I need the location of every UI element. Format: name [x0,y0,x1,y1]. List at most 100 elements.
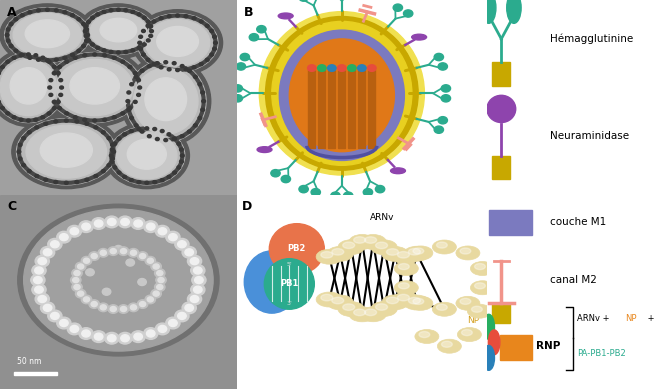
Circle shape [87,20,91,23]
Ellipse shape [327,246,354,261]
Text: 50 nm: 50 nm [17,357,41,366]
Text: 3': 3' [286,301,292,306]
Circle shape [6,28,10,31]
Circle shape [27,170,31,173]
Circle shape [185,249,193,256]
Circle shape [118,305,129,313]
Ellipse shape [47,53,142,123]
Circle shape [145,181,149,184]
Circle shape [65,112,69,115]
Circle shape [179,160,183,163]
Circle shape [155,62,159,65]
Circle shape [507,0,521,23]
Circle shape [191,265,205,276]
Ellipse shape [360,307,386,322]
Circle shape [28,11,32,14]
Circle shape [110,148,114,151]
Circle shape [112,116,116,119]
Circle shape [118,216,132,228]
Circle shape [41,56,45,59]
Circle shape [201,100,205,103]
Circle shape [143,16,146,19]
Circle shape [91,16,94,19]
Ellipse shape [456,296,480,310]
Circle shape [57,65,61,68]
Circle shape [128,65,132,68]
Circle shape [123,175,127,179]
Ellipse shape [398,283,410,289]
Circle shape [102,49,106,52]
Text: ARNv +: ARNv + [577,314,612,324]
Circle shape [74,271,80,276]
Ellipse shape [436,304,448,310]
Circle shape [27,131,31,134]
Circle shape [139,47,143,51]
Circle shape [98,303,109,312]
Circle shape [129,116,133,119]
Circle shape [71,53,74,56]
Circle shape [101,131,105,134]
Circle shape [138,86,141,89]
Text: canal M2: canal M2 [550,275,597,285]
Ellipse shape [442,341,452,347]
Circle shape [63,56,67,60]
Circle shape [48,238,62,250]
Circle shape [81,295,91,304]
Ellipse shape [338,240,364,255]
Bar [489,210,532,235]
Circle shape [113,166,117,169]
Circle shape [85,39,89,42]
Circle shape [139,35,143,38]
Circle shape [37,58,40,61]
Circle shape [147,223,155,230]
Circle shape [12,116,16,119]
Circle shape [65,119,68,122]
Ellipse shape [78,4,159,58]
Ellipse shape [474,283,486,289]
Circle shape [137,300,148,308]
Circle shape [31,274,45,286]
Circle shape [155,323,169,335]
Circle shape [73,116,77,119]
Circle shape [299,0,308,1]
Circle shape [133,72,137,75]
Ellipse shape [415,329,439,343]
Ellipse shape [438,339,462,353]
Circle shape [121,112,125,115]
Ellipse shape [365,309,377,315]
Circle shape [187,293,201,305]
Circle shape [96,13,99,16]
Bar [492,156,510,179]
Circle shape [1,65,5,68]
Circle shape [358,65,366,72]
Circle shape [93,119,97,122]
Circle shape [111,157,114,160]
Circle shape [117,8,120,11]
Ellipse shape [354,309,366,315]
Circle shape [53,107,56,110]
Ellipse shape [376,242,388,249]
Ellipse shape [57,60,133,116]
Circle shape [317,65,326,72]
Circle shape [74,284,80,289]
Circle shape [19,118,23,121]
Circle shape [140,130,144,133]
Circle shape [376,186,385,193]
Ellipse shape [264,259,314,309]
Circle shape [117,171,121,174]
Ellipse shape [460,248,471,254]
Ellipse shape [487,95,516,123]
Circle shape [59,86,63,89]
Circle shape [175,238,189,250]
Ellipse shape [398,252,410,258]
Circle shape [96,46,99,49]
Circle shape [94,175,98,178]
Text: Hémagglutinine: Hémagglutinine [550,34,633,44]
Circle shape [271,170,280,177]
Circle shape [14,49,18,53]
Circle shape [153,291,159,296]
Ellipse shape [125,60,206,142]
Circle shape [155,269,165,277]
Circle shape [83,258,89,263]
Ellipse shape [272,21,412,165]
